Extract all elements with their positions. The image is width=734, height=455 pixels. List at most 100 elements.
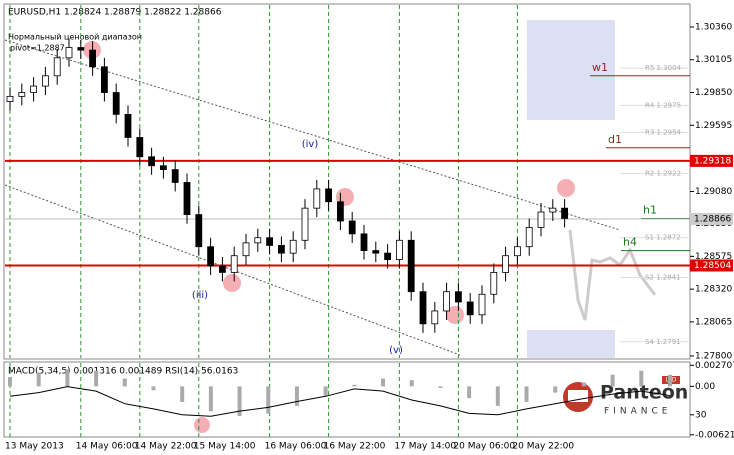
candle-body: [6, 95, 14, 102]
x-tick-label: 13 May 2013: [5, 442, 64, 452]
candle-body: [171, 169, 179, 183]
macd-bar: [237, 386, 242, 416]
pivot-label: R3 1.2954: [645, 128, 682, 136]
indicator-title: MACD(5,34,5) 0.001316 0.001489 RSI(14) 5…: [8, 367, 238, 377]
candle-body: [218, 265, 226, 273]
macd-bar: [409, 380, 414, 387]
range-box: [527, 330, 615, 358]
pivot-label: R5 1.3004: [645, 64, 682, 72]
macd-bar: [352, 384, 357, 387]
price-frame: [3, 3, 691, 360]
x-tick-label: 16 May 06:00: [265, 442, 327, 452]
macd-bar: [553, 386, 558, 393]
candle-body: [407, 239, 415, 293]
candle-body: [561, 207, 568, 219]
pivot-label: R4 1.2975: [645, 101, 681, 109]
y-tick-label: 1.30360: [695, 22, 732, 32]
macd-bar: [495, 386, 500, 406]
macd-bar: [8, 377, 12, 387]
level-tag: [690, 154, 733, 167]
macd-bar: [668, 374, 672, 387]
annotation: pivot=1,2887: [10, 44, 65, 53]
pivot-label: S4 1.2791: [645, 338, 681, 346]
y-tick-label: 0.002707: [695, 361, 734, 371]
pivot-label: R2 1.2922: [645, 169, 681, 177]
candle-body: [336, 201, 344, 222]
candle-body: [502, 255, 510, 273]
macd-bar: [294, 386, 299, 406]
candle-body: [395, 239, 403, 260]
candle-body: [18, 92, 26, 97]
y-tick-label: 1.28575: [695, 252, 732, 262]
x-tick-label: 20 May 06:00: [453, 442, 515, 452]
logo-icon: [568, 390, 588, 402]
wave-label: (iii): [192, 290, 208, 301]
candle-body: [159, 165, 167, 171]
candle-body: [101, 66, 108, 93]
pivot-label: S1 1.2872: [645, 234, 681, 242]
candle-body: [89, 49, 96, 68]
timeframe-label: d1: [608, 133, 622, 146]
timeframe-label: h1: [643, 203, 657, 216]
y-tick-label: 30: [695, 410, 707, 420]
candle-body: [230, 255, 238, 273]
x-tick-label: 17 May 14:00: [394, 442, 456, 452]
macd-bar: [36, 372, 41, 387]
price-tag: [690, 212, 733, 225]
candle-body: [514, 246, 521, 257]
macd-bar: [610, 374, 615, 387]
macd-bar: [151, 386, 156, 391]
x-tick-label: 14 May 06:00: [76, 442, 138, 452]
macd-bar: [180, 386, 185, 402]
candle-body: [277, 245, 285, 254]
macd-bar: [266, 386, 271, 414]
y-tick-label: 1.29595: [695, 121, 732, 131]
candle-body: [195, 214, 203, 248]
candle-body: [266, 237, 274, 246]
timeframe-label: w1: [592, 61, 608, 74]
y-tick-label: 1.28065: [695, 317, 732, 327]
rsi-line: [9, 386, 671, 417]
y-tick-label: 1.27800: [695, 351, 732, 361]
pivot-label: S2 1.2841: [645, 274, 681, 282]
candle-body: [30, 85, 38, 93]
candle-body: [42, 75, 49, 87]
candle-body: [348, 220, 356, 235]
candle-body: [183, 182, 191, 215]
macd-bar: [65, 369, 70, 387]
y-tick-label: 1.29850: [695, 88, 732, 98]
level-label: 1.28504: [694, 261, 731, 271]
chart-title: EURUSD,H1 1.28824 1.28879 1.28822 1.2886…: [8, 8, 222, 18]
candle-body: [419, 291, 427, 325]
candle-body: [207, 246, 215, 267]
x-tick-label: 15 May 14:00: [194, 442, 256, 452]
macd-bar: [467, 386, 472, 399]
macd-bar: [122, 378, 127, 387]
y-tick-label: 1.29080: [695, 187, 732, 197]
candle-body: [77, 47, 85, 51]
macd-bar: [323, 386, 328, 396]
candle-body: [478, 293, 486, 316]
y-tick-label: 0.00: [695, 382, 715, 392]
candle-body: [360, 233, 368, 251]
candle-body: [537, 211, 545, 228]
macd-bar: [639, 370, 644, 387]
y-tick-label: 1.28320: [695, 285, 732, 295]
logo-sub: FINANCE: [604, 407, 671, 417]
macd-bar: [381, 378, 386, 387]
candle-body: [254, 237, 262, 244]
candle-body: [112, 92, 120, 115]
channel-line: [4, 39, 621, 231]
price-label: 1.28866: [694, 214, 731, 224]
logo-name: Panteon: [600, 382, 688, 404]
candle-body: [148, 156, 156, 167]
candle-body: [136, 137, 144, 158]
macd-bar: [524, 386, 529, 402]
projection: [568, 229, 657, 321]
macd-bar: [94, 370, 99, 387]
x-tick-label: 16 May 22:00: [324, 442, 386, 452]
candle-body: [301, 207, 309, 241]
timeframe-label: h4: [623, 236, 637, 249]
macd-bar: [208, 386, 213, 412]
